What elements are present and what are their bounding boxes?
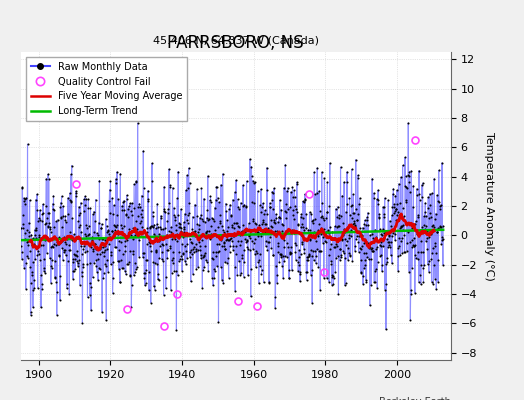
Legend: Raw Monthly Data, Quality Control Fail, Five Year Moving Average, Long-Term Tren: Raw Monthly Data, Quality Control Fail, … <box>26 57 187 121</box>
Text: Berkeley Earth: Berkeley Earth <box>379 397 451 400</box>
Y-axis label: Temperature Anomaly (°C): Temperature Anomaly (°C) <box>484 132 494 280</box>
Title: PARRSBORO, NS: PARRSBORO, NS <box>168 34 304 52</box>
Text: 45.406 N, 64.337 W (Canada): 45.406 N, 64.337 W (Canada) <box>153 36 319 46</box>
